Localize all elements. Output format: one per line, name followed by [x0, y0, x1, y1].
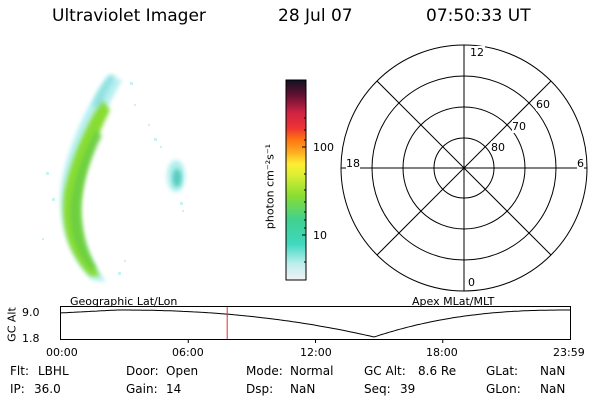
timeline-tick-0000: 00:00	[46, 346, 78, 359]
glat-value: NaN	[540, 364, 566, 378]
altitude-curve	[60, 309, 570, 338]
mlt-label-12: 12	[469, 46, 485, 59]
polar-diagonal-2	[376, 80, 552, 256]
colorbar-label: photon cm⁻²s⁻¹	[263, 143, 277, 230]
mlt-label-18: 18	[346, 157, 360, 170]
glon-label: GLon:	[486, 382, 521, 396]
mode-value: Normal	[290, 364, 334, 378]
mlt-label-6: 6	[577, 157, 584, 170]
ip-value: 36.0	[34, 382, 61, 396]
polar-grid	[340, 44, 588, 292]
ip-label: IP:	[10, 382, 25, 396]
colorbar	[285, 79, 307, 281]
door-label: Door:	[126, 364, 159, 378]
lat-label-60: 60	[536, 98, 550, 111]
mode-label: Mode:	[246, 364, 283, 378]
app-title: Ultraviolet Imager	[52, 6, 206, 26]
timeline-tick-2359: 23:59	[553, 346, 585, 359]
timeline-ymin: 1.8	[22, 332, 40, 345]
lat-label-70: 70	[512, 120, 526, 133]
timeline-tick-0600: 06:00	[172, 346, 204, 359]
flt-value: LBHL	[38, 364, 69, 378]
timeline-plot	[60, 306, 571, 343]
colorbar-gradient	[285, 79, 307, 281]
glat-label: GLat:	[486, 364, 519, 378]
gain-value: 14	[166, 382, 182, 396]
glon-value: NaN	[540, 382, 566, 396]
timeline-tick-1200: 12:00	[300, 346, 332, 359]
date-label: 28 Jul 07	[278, 6, 353, 26]
aurora-specks	[42, 82, 184, 275]
colorbar-tick-10: 10	[313, 229, 327, 242]
timeline-ymax: 9.0	[22, 306, 40, 319]
colorbar-tick-100: 100	[313, 141, 334, 154]
timeline-frame	[60, 306, 571, 340]
seq-value: 39	[400, 382, 416, 396]
door-value: Open	[166, 364, 199, 378]
dsp-label: Dsp:	[246, 382, 274, 396]
gcalt-value: 8.6 Re	[418, 364, 457, 378]
timeline-tick-1800: 18:00	[426, 346, 458, 359]
timeline-ylabel: GC Alt	[5, 307, 19, 342]
time-label: 07:50:33 UT	[426, 6, 531, 26]
auroral-image	[42, 74, 185, 282]
seq-label: Seq:	[364, 382, 391, 396]
timeline-left-caption: Geographic Lat/Lon	[70, 295, 178, 308]
colorbar-ticks	[302, 117, 306, 263]
gcalt-label: GC Alt:	[364, 364, 406, 378]
mlt-label-0: 0	[467, 276, 476, 289]
gain-label: Gain:	[126, 382, 158, 396]
aurora-blob-core	[172, 169, 182, 187]
dsp-value: NaN	[290, 382, 316, 396]
lat-label-80: 80	[491, 141, 505, 154]
timeline-right-caption: Apex MLat/MLT	[412, 295, 495, 308]
timeline-ticks	[187, 339, 444, 343]
flt-label: Flt:	[10, 364, 29, 378]
